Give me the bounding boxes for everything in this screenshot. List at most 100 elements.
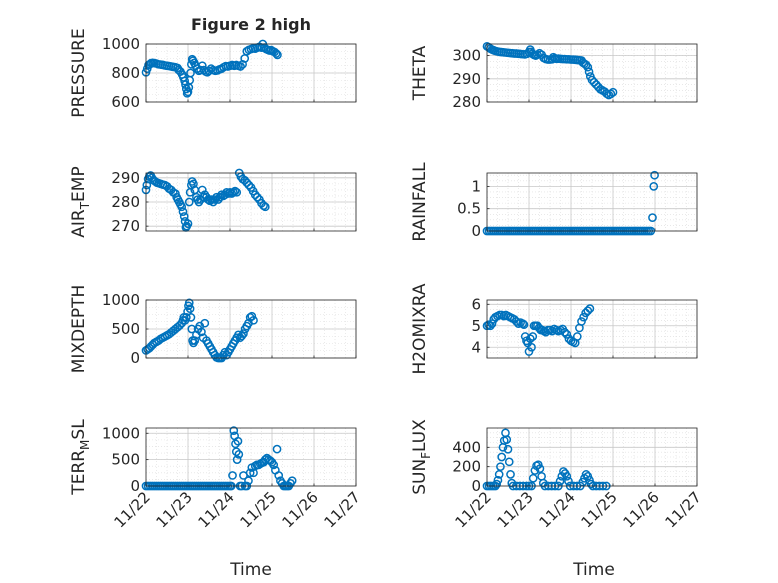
subplot-h2omixra: 4 5 6 H2OMIXRA [410,283,698,375]
data-point [252,192,262,202]
data-point [527,342,536,352]
data-point [274,471,284,480]
subplot-pressure: 600 800 1000 PRESSURE [69,28,357,118]
data-point [272,444,282,454]
data-point [581,60,591,70]
y-tick-label: 600 [111,93,140,111]
data-point [518,319,528,328]
plot-area [487,300,697,358]
y-axis-label: THETA [410,45,430,101]
data-point [519,320,529,330]
data-point [287,476,297,486]
data-point [528,473,538,483]
data-point [234,450,244,459]
axes-box [145,172,357,232]
data-point [562,330,572,339]
data-point [236,62,245,71]
y-tick-label: 500 [111,320,140,338]
y-tick-label: 0 [471,477,481,495]
x-tick-label: 11/24 [536,488,579,531]
data-point [504,457,514,467]
data-point [528,332,538,341]
data-point [244,476,253,486]
y-tick-label: 1 [471,177,481,195]
data-point [185,304,195,314]
x-tick-label: 11/27 [662,488,705,531]
y-tick-label: 1000 [102,424,140,442]
y-tick-label: 5 [471,317,481,335]
x-tick-label: 11/24 [195,488,238,531]
data-point [259,201,268,210]
data-point [240,175,250,185]
y-tick-label: 270 [111,217,140,235]
data-point [187,324,197,334]
data-point [181,313,191,322]
data-point [585,304,595,313]
data-point [183,219,193,229]
y-tick-label: 500 [111,451,140,469]
x-tick-label: 11/26 [620,488,663,531]
y-axis-label: TERRMSL [69,419,92,496]
data-point [177,202,187,212]
data-point [487,319,497,328]
data-point [230,186,240,196]
y-tick-label: 1000 [102,291,140,309]
data-point [183,87,193,97]
y-tick-label: 280 [452,93,481,111]
data-point [579,312,588,322]
data-point [583,62,593,72]
data-point [184,298,194,308]
data-point [503,444,513,454]
data-point [142,180,152,190]
data-point [260,202,270,212]
data-point [242,178,252,188]
data-point [231,439,240,449]
axes-box [145,299,357,359]
data-point [228,471,237,480]
y-tick-label: 0 [130,349,140,367]
data-point [555,476,565,486]
data-point [524,347,534,356]
data-point [189,179,198,189]
data-point [247,311,257,321]
data-point [562,471,572,481]
x-tick-label: 11/25 [237,488,280,531]
axes-box [486,299,698,359]
data-point [239,329,248,338]
y-tick-label: 1000 [102,35,140,53]
data-point [179,212,189,221]
data-point [584,67,594,77]
x-tick-label: 11/25 [578,488,621,531]
y-tick-label: 800 [111,64,140,82]
y-tick-label: 0.5 [457,200,481,218]
data-point [197,327,206,337]
axes-box [486,427,698,487]
y-axis-label: SUNFLUX [410,419,433,495]
data-point [560,327,570,337]
data-point [190,336,200,345]
data-point [650,170,659,180]
axes-box [486,172,698,232]
data-point [496,462,505,472]
data-point [502,435,512,444]
data-point [506,470,515,479]
data-point [178,207,188,217]
data-point [186,313,196,322]
y-axis-label: AIRTEMP [69,166,92,237]
data-point [229,426,239,435]
data-point [577,317,586,326]
y-axis-label: MIXDEPTH [69,285,89,374]
data-point [233,436,243,446]
data-point [231,447,241,457]
subplot-rainfall: 0 0.5 1 RAINFALL [410,162,698,242]
data-point [186,68,195,78]
y-tick-label: 200 [452,458,481,476]
y-tick-label: 280 [111,193,140,211]
data-point [273,50,282,60]
y-axis-label: PRESSURE [69,28,89,117]
data-point [608,87,618,97]
y-axis-label: RAINFALL [410,162,430,242]
data-point [249,315,258,325]
data-point [200,318,210,328]
